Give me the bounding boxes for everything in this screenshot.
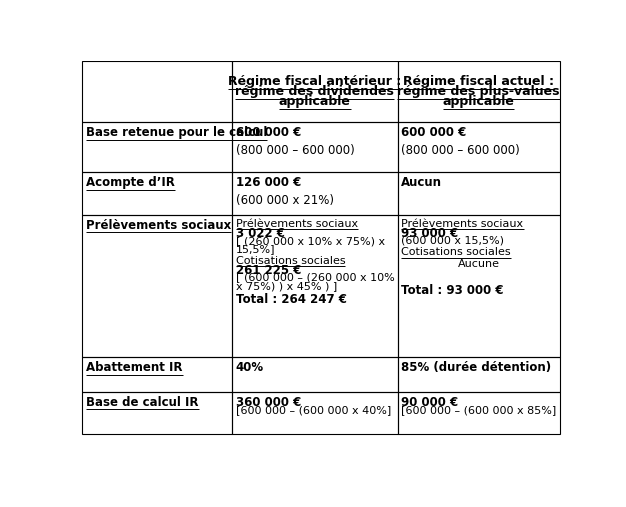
Text: x 75%) ) x 45% ) ]: x 75%) ) x 45% ) ] [235,281,337,291]
Text: 600 000 €: 600 000 € [235,126,301,139]
Text: régime des dividendes: régime des dividendes [235,85,394,98]
Text: Aucune: Aucune [458,259,500,269]
Bar [82,61,232,122]
Text: (600 000 x 15,5%): (600 000 x 15,5%) [401,236,505,245]
Text: 600 000 €: 600 000 € [401,126,466,139]
Bar [398,61,560,122]
Text: 126 000 €: 126 000 € [235,176,301,189]
Bar [232,122,398,172]
Bar [82,215,232,357]
Text: 15,5%]: 15,5%] [235,244,275,254]
Text: 261 225 €: 261 225 € [235,264,301,277]
Text: [ (600 000 – (260 000 x 10%: [ (600 000 – (260 000 x 10% [235,273,394,282]
Text: (600 000 x 21%): (600 000 x 21%) [235,194,334,207]
Text: 85% (durée détention): 85% (durée détention) [401,361,552,374]
Bar [232,172,398,215]
Text: Abattement IR: Abattement IR [86,361,183,374]
Bar [398,172,560,215]
Text: [ (260 000 x 10% x 75%) x: [ (260 000 x 10% x 75%) x [235,236,385,245]
Text: Cotisations sociales: Cotisations sociales [235,256,345,266]
Bar [398,122,560,172]
Text: Prélèvements sociaux: Prélèvements sociaux [86,219,231,232]
Bar [82,357,232,392]
Bar [398,392,560,434]
Text: [600 000 – (600 000 x 40%]: [600 000 – (600 000 x 40%] [235,405,391,415]
Text: Prélèvements sociaux: Prélèvements sociaux [401,219,523,229]
Text: 40%: 40% [235,361,264,374]
Text: Régime fiscal antérieur :: Régime fiscal antérieur : [228,75,401,88]
Text: Acompte d’IR: Acompte d’IR [86,176,175,189]
Text: 3 022 €: 3 022 € [235,227,284,240]
Text: applicable: applicable [279,95,351,108]
Text: Base retenue pour le calcul: Base retenue pour le calcul [86,126,267,139]
Text: 360 000 €: 360 000 € [235,396,301,409]
Text: Régime fiscal actuel :: Régime fiscal actuel : [403,75,554,88]
Bar [82,392,232,434]
Text: Total : 93 000 €: Total : 93 000 € [401,284,504,297]
Bar [82,172,232,215]
Bar [82,122,232,172]
Bar [398,215,560,357]
Text: régime des plus-values: régime des plus-values [398,85,560,98]
Bar [232,357,398,392]
Text: Base de calcul IR: Base de calcul IR [86,396,198,409]
Text: 93 000 €: 93 000 € [401,227,459,240]
Text: Total : 264 247 €: Total : 264 247 € [235,294,346,306]
Text: (800 000 – 600 000): (800 000 – 600 000) [401,144,520,157]
Text: applicable: applicable [443,95,515,108]
Bar [232,61,398,122]
Bar [398,357,560,392]
Text: Aucun: Aucun [401,176,443,189]
Bar [232,392,398,434]
Text: Cotisations sociales: Cotisations sociales [401,247,511,257]
Bar [232,215,398,357]
Text: 90 000 €: 90 000 € [401,396,459,409]
Text: (800 000 – 600 000): (800 000 – 600 000) [235,144,354,157]
Text: Prélèvements sociaux: Prélèvements sociaux [235,219,357,229]
Text: [600 000 – (600 000 x 85%]: [600 000 – (600 000 x 85%] [401,405,557,415]
